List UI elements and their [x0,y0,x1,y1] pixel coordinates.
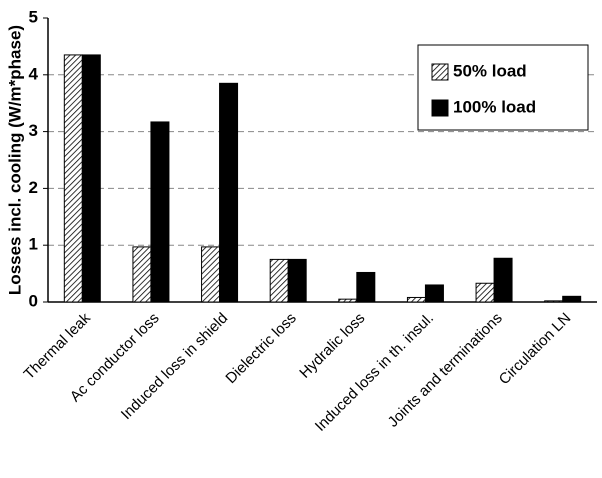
legend-swatch [431,63,449,81]
y-tick-label: 1 [29,235,38,254]
bar [269,258,289,303]
y-tick-label: 0 [29,291,38,310]
x-tick-label: Thermal leak [21,309,95,383]
y-tick-label: 3 [29,121,38,140]
x-tick-label: Induced loss in th. insul. [312,310,437,435]
bar [356,271,376,303]
y-axis-label: Losses incl. cooling (W/m*phase) [5,25,24,295]
bar [132,246,152,303]
bar [201,246,221,303]
bar [150,121,170,303]
legend-label: 100% load [453,97,536,116]
bar [63,54,83,303]
y-tick-label: 5 [29,7,38,26]
x-tick-label: Joints and terminations [385,310,506,431]
bar [219,82,239,303]
x-tick-label: Hydralic loss [296,310,368,382]
bar [544,300,564,303]
bar [338,298,358,303]
bar [562,295,582,303]
x-tick-label: Circulation LN [496,310,575,389]
bar [475,282,495,303]
legend-swatch [431,99,449,117]
bar [406,296,426,303]
bar [424,284,444,303]
x-tick-label: Dielectric loss [222,310,299,387]
y-tick-label: 2 [29,178,38,197]
bar [81,54,101,303]
bar [493,257,513,303]
bar [287,258,307,303]
y-tick-label: 4 [29,64,39,83]
legend-label: 50% load [453,61,527,80]
legend-box [417,44,589,131]
